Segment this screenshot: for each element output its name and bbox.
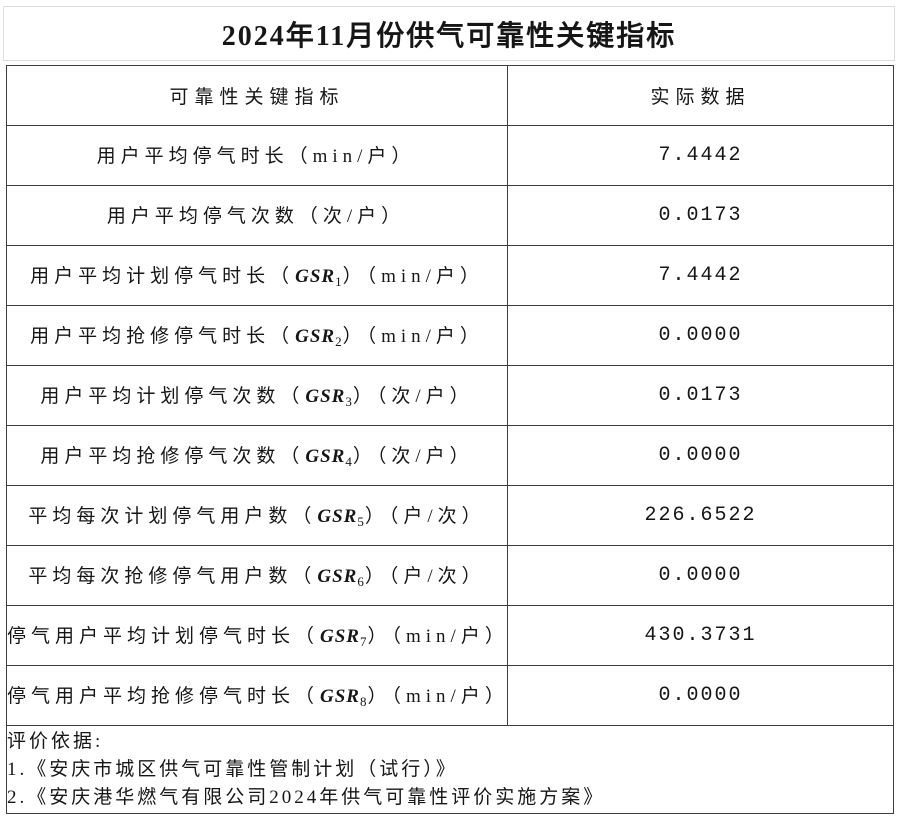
gsr-symbol: GSR <box>320 625 360 647</box>
indicator-label: 用户平均抢修停气时长（GSR2）（min/户） <box>6 305 508 366</box>
table-header-row: 可靠性关键指标 实际数据 <box>6 65 894 126</box>
table-row: 停气用户平均抢修停气时长（GSR8）（min/户） 0.0000 <box>6 665 894 726</box>
indicator-text: 用户平均计划停气时长（ <box>30 265 295 287</box>
indicator-text: 用户平均停气次数（次/户） <box>106 205 406 227</box>
indicator-value: 0.0000 <box>507 425 894 486</box>
indicator-unit-text: ）（min/户） <box>367 685 509 707</box>
gsr-subscript: 3 <box>345 394 352 410</box>
indicator-text: 用户平均抢修停气次数（ <box>40 445 305 467</box>
table-row: 用户平均停气时长（min/户） 7.4442 <box>6 125 894 186</box>
indicators-table: 可靠性关键指标 实际数据 用户平均停气时长（min/户） 7.4442 用户平均… <box>6 65 894 814</box>
evaluation-basis-heading: 评价依据: <box>7 730 104 752</box>
gsr-subscript <box>406 214 407 229</box>
evaluation-basis-item-1: 1.《安庆市城区供气可靠性管制计划（试行）》 <box>7 758 458 780</box>
indicator-unit-text: ）（min/户） <box>342 325 484 347</box>
table-row: 平均每次计划停气用户数（GSR5）（户/次） 226.6522 <box>6 485 894 546</box>
evaluation-basis-item-2: 2.《安庆港华燃气有限公司2024年供气可靠性评价实施方案》 <box>7 786 606 808</box>
gsr-symbol: GSR <box>295 265 336 287</box>
indicator-value: 7.4442 <box>507 245 894 306</box>
table-row: 用户平均抢修停气次数（GSR4）（次/户） 0.0000 <box>6 425 894 486</box>
table-row: 用户平均计划停气时长（GSR1）（min/户） 7.4442 <box>6 245 894 306</box>
indicator-unit-text: ）（户/次） <box>364 565 486 587</box>
indicator-text: 停气用户平均抢修停气时长（ <box>7 685 320 707</box>
gsr-subscript: 1 <box>335 274 342 290</box>
indicator-text: 用户平均停气时长（min/户） <box>96 145 416 167</box>
gsr-symbol: GSR <box>317 565 358 587</box>
indicator-label: 用户平均计划停气时长（GSR1）（min/户） <box>6 245 508 306</box>
indicator-label: 平均每次计划停气用户数（GSR5）（户/次） <box>6 485 508 546</box>
indicator-value: 7.4442 <box>507 125 894 186</box>
gsr-symbol: GSR <box>305 385 346 407</box>
gsr-subscript: 7 <box>359 634 367 650</box>
indicator-text: 用户平均计划停气次数（ <box>40 385 305 407</box>
indicator-unit-text: ）（户/次） <box>364 505 486 527</box>
indicator-label: 用户平均计划停气次数（GSR3）（次/户） <box>6 365 508 426</box>
indicator-label: 用户平均抢修停气次数（GSR4）（次/户） <box>6 425 508 486</box>
indicator-value: 430.3731 <box>507 605 894 666</box>
indicator-label: 平均每次抢修停气用户数（GSR6）（户/次） <box>6 545 508 606</box>
gsr-symbol: GSR <box>295 325 336 347</box>
indicator-unit-text: ）（次/户） <box>352 385 474 407</box>
indicator-label: 停气用户平均抢修停气时长（GSR8）（min/户） <box>6 665 509 726</box>
indicator-text: 平均每次抢修停气用户数（ <box>28 565 317 587</box>
indicator-column-header: 可靠性关键指标 <box>6 65 508 126</box>
indicator-label: 用户平均停气次数（次/户） <box>6 185 508 246</box>
page-title: 2024年11月份供气可靠性关键指标 <box>221 20 677 52</box>
indicator-label: 停气用户平均计划停气时长（GSR7）（min/户） <box>6 605 509 666</box>
gsr-subscript: 5 <box>357 514 364 530</box>
value-column-header: 实际数据 <box>507 65 894 126</box>
indicator-value: 0.0173 <box>507 365 894 426</box>
indicator-unit-text: ）（次/户） <box>352 445 474 467</box>
indicator-value: 226.6522 <box>507 485 894 546</box>
gsr-subscript: 6 <box>357 574 364 590</box>
gsr-subscript: 8 <box>359 694 367 710</box>
gsr-symbol: GSR <box>305 445 346 467</box>
table-row: 用户平均计划停气次数（GSR3）（次/户） 0.0173 <box>6 365 894 426</box>
indicator-value: 0.0000 <box>507 665 894 726</box>
table-row: 停气用户平均计划停气时长（GSR7）（min/户） 430.3731 <box>6 605 894 666</box>
indicator-text: 停气用户平均计划停气时长（ <box>7 625 320 647</box>
indicator-text: 用户平均抢修停气时长（ <box>30 325 295 347</box>
table-row: 用户平均停气次数（次/户） 0.0173 <box>6 185 894 246</box>
report-title-box: 2024年11月份供气可靠性关键指标 <box>3 6 895 61</box>
table-footer-row: 评价依据: 1.《安庆市城区供气可靠性管制计划（试行）》 2.《安庆港华燃气有限… <box>6 725 894 814</box>
evaluation-basis-cell: 评价依据: 1.《安庆市城区供气可靠性管制计划（试行）》 2.《安庆港华燃气有限… <box>6 725 894 814</box>
gsr-subscript: 4 <box>345 454 352 470</box>
gsr-symbol: GSR <box>317 505 358 527</box>
indicator-value: 0.0173 <box>507 185 894 246</box>
indicator-unit-text: ）（min/户） <box>342 265 484 287</box>
indicator-value: 0.0000 <box>507 545 894 606</box>
indicator-value: 0.0000 <box>507 305 894 366</box>
indicator-unit-text: ）（min/户） <box>367 625 509 647</box>
table-row: 用户平均抢修停气时长（GSR2）（min/户） 0.0000 <box>6 305 894 366</box>
indicator-label: 用户平均停气时长（min/户） <box>6 125 508 186</box>
gsr-symbol: GSR <box>320 685 360 707</box>
gsr-subscript <box>416 154 417 169</box>
table-row: 平均每次抢修停气用户数（GSR6）（户/次） 0.0000 <box>6 545 894 606</box>
indicator-text: 平均每次计划停气用户数（ <box>28 505 317 527</box>
gsr-subscript: 2 <box>335 334 342 350</box>
